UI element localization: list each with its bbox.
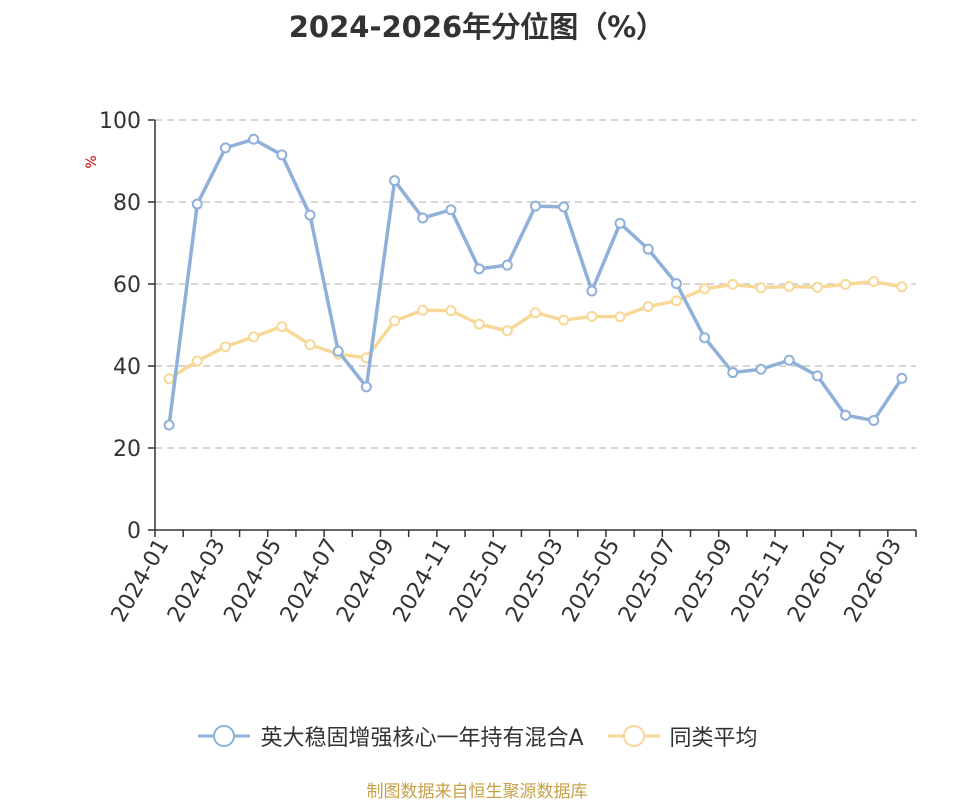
- data-point-1-18: [670, 295, 682, 307]
- y-tick-label-40: 40: [113, 355, 141, 380]
- data-point-0-21: [755, 363, 767, 375]
- data-point-0-13: [530, 200, 541, 212]
- data-point-0-1: [191, 198, 203, 210]
- data-point-1-22: [783, 280, 795, 292]
- data-point-0-7: [360, 381, 372, 393]
- data-point-1-26: [896, 281, 908, 293]
- data-point-1-11: [473, 318, 485, 330]
- y-tick-label-80: 80: [113, 191, 141, 216]
- data-point-1-19: [699, 283, 711, 295]
- data-point-1-1: [191, 355, 203, 367]
- data-point-1-12: [501, 325, 513, 337]
- data-point-0-20: [727, 367, 739, 379]
- series-1: [163, 276, 908, 385]
- data-point-0-12: [501, 259, 513, 271]
- data-point-1-23: [811, 281, 823, 293]
- data-point-0-9: [417, 212, 429, 224]
- legend-item-fund[interactable]: 英大稳固增强核心一年持有混合A: [196, 720, 584, 752]
- legend: 英大稳固增强核心一年持有混合A 同类平均: [0, 720, 954, 752]
- data-point-0-16: [614, 217, 626, 229]
- legend-label-fund: 英大稳固增强核心一年持有混合A: [260, 726, 584, 751]
- data-point-1-2: [219, 341, 231, 353]
- y-tick-label-60: 60: [113, 273, 141, 298]
- y-axis-label: %: [84, 155, 100, 168]
- data-point-0-19: [699, 332, 711, 344]
- data-point-0-11: [473, 263, 485, 275]
- data-point-1-10: [445, 305, 457, 317]
- data-point-0-17: [642, 243, 654, 255]
- data-point-1-16: [614, 311, 626, 323]
- data-point-1-15: [586, 310, 598, 322]
- data-point-0-5: [304, 209, 316, 221]
- grid-lines: [155, 119, 916, 449]
- series-0: [163, 133, 908, 431]
- legend-marker-average-icon: [607, 725, 660, 747]
- data-point-0-2: [219, 142, 231, 154]
- data-point-0-26: [896, 372, 908, 384]
- data-point-0-4: [276, 149, 288, 161]
- data-point-1-9: [417, 304, 429, 316]
- data-point-0-0: [163, 419, 175, 431]
- data-point-0-10: [445, 204, 457, 216]
- data-point-0-6: [332, 345, 344, 357]
- chart-title: 2024-2026年分位图（%）: [288, 10, 666, 44]
- data-point-1-0: [163, 373, 175, 385]
- data-point-1-25: [868, 276, 880, 288]
- data-point-1-5: [304, 339, 316, 351]
- data-point-0-18: [670, 278, 682, 290]
- data-point-0-24: [840, 409, 852, 421]
- data-point-0-8: [389, 175, 401, 187]
- axes: 0204060801002024-012024-032024-052024-07…: [99, 109, 917, 627]
- data-point-1-21: [755, 282, 767, 294]
- data-point-0-14: [558, 201, 570, 213]
- data-point-0-23: [811, 370, 823, 382]
- legend-marker-fund-icon: [198, 725, 251, 747]
- data-point-1-24: [840, 278, 852, 290]
- y-tick-label-20: 20: [113, 437, 141, 462]
- data-point-0-22: [783, 354, 795, 366]
- data-point-1-20: [727, 278, 739, 290]
- data-point-1-17: [642, 301, 654, 313]
- data-point-0-15: [586, 285, 598, 297]
- legend-label-average: 同类平均: [669, 726, 758, 751]
- data-point-1-4: [276, 321, 288, 333]
- data-point-0-3: [248, 133, 260, 145]
- chart-plot: 0204060801002024-012024-032024-052024-07…: [84, 109, 917, 627]
- data-point-1-8: [389, 315, 401, 327]
- y-tick-label-100: 100: [99, 109, 141, 134]
- y-tick-label-0: 0: [127, 519, 141, 544]
- data-point-1-14: [558, 314, 570, 326]
- data-point-1-3: [248, 331, 260, 343]
- legend-item-average[interactable]: 同类平均: [606, 720, 758, 752]
- data-point-1-13: [530, 307, 541, 319]
- data-point-0-25: [868, 415, 880, 427]
- series: [163, 133, 908, 431]
- source-note: 制图数据来自恒生聚源数据库: [366, 782, 588, 802]
